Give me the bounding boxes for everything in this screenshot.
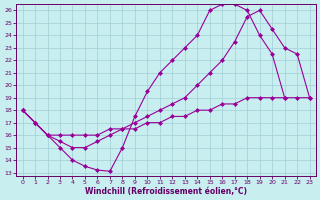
X-axis label: Windchill (Refroidissement éolien,°C): Windchill (Refroidissement éolien,°C): [85, 187, 247, 196]
